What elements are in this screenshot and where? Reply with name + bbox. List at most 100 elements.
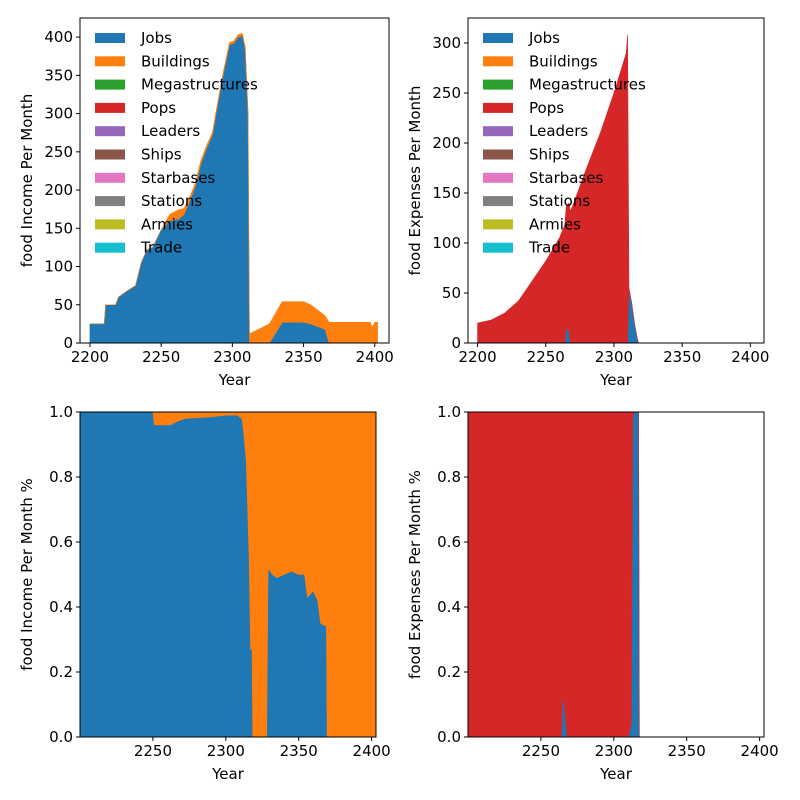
legend-label: Megastructures (141, 76, 258, 94)
y-tick-label: 0.2 (437, 663, 461, 681)
x-tick-label: 2250 (142, 348, 180, 366)
x-tick-label: 2250 (527, 348, 565, 366)
y-tick-label: 400 (44, 28, 73, 46)
y-tick-label: 0.2 (49, 663, 73, 681)
y-tick-label: 0.0 (49, 728, 73, 746)
x-tick-label: 2350 (280, 742, 318, 760)
y-tick-label: 0 (63, 334, 73, 352)
y-tick-label: 0.8 (437, 468, 461, 486)
legend-swatch-megastructures (483, 79, 513, 90)
legend: Jobs Buildings Megastructures Pops Leaders Sh… (95, 29, 258, 257)
legend-label: Armies (141, 215, 193, 233)
legend-swatch-pops (95, 102, 125, 113)
y-tick-label: 300 (44, 105, 73, 123)
legend-swatch-jobs (483, 33, 513, 43)
x-tick-label: 2400 (731, 348, 769, 366)
x-tick-label: 2350 (284, 348, 322, 366)
legend-label: Leaders (141, 122, 200, 140)
x-tick-label: 2200 (458, 348, 496, 366)
legend-swatch-ships (95, 149, 125, 160)
chart-income_pct: 2250 2300 2350 2400 0.0 0.2 0.4 0.6 0.8 1.0 Year fo… (18, 403, 391, 783)
x-axis-label: Year (218, 371, 252, 389)
y-axis-label: food Income Per Month (18, 94, 36, 268)
plot-frame (467, 411, 765, 738)
legend-label: Buildings (529, 52, 598, 70)
y-tick-label: 0.0 (437, 728, 461, 746)
y-tick-label: 0.4 (49, 598, 73, 616)
legend-swatch-ships (483, 149, 513, 160)
legend-swatch-trade (95, 242, 125, 253)
y-tick-label: 0.8 (49, 468, 73, 486)
x-axis-label: Year (599, 371, 633, 389)
x-tick-label: 2250 (522, 742, 560, 760)
chart-expenses: 2200 2250 2300 2350 2400 0 50 100 150 200 250 300 Ye… (406, 17, 769, 389)
legend-label: Stations (141, 192, 202, 210)
legend-label: Stations (529, 192, 590, 210)
y-axis-label: food Expenses Per Month % (406, 470, 424, 679)
legend-swatch-stations (483, 196, 513, 207)
chart-expenses_pct: 2250 2300 2350 2400 0.0 0.2 0.4 0.6 0.8 1.0 Year fo… (406, 403, 779, 783)
y-axis-label: food Income Per Month % (18, 478, 36, 671)
y-tick-label: 1.0 (437, 403, 461, 421)
y-tick-label: 350 (44, 66, 73, 84)
legend-swatch-stations (95, 196, 125, 207)
legend-label: Leaders (529, 122, 588, 140)
plot-frame (79, 17, 390, 344)
chart-income: 2200 2250 2300 2350 2400 0 50 100 150 200 250 300 35… (18, 17, 394, 389)
legend-label: Pops (529, 99, 564, 117)
y-tick-label: 100 (432, 234, 461, 252)
x-tick-label: 2350 (668, 742, 706, 760)
plot-frame (79, 411, 377, 738)
legend-swatch-buildings (95, 56, 125, 67)
legend-swatch-buildings (483, 56, 513, 67)
legend-label: Starbases (141, 169, 216, 187)
y-tick-label: 50 (54, 296, 73, 314)
y-tick-label: 150 (432, 184, 461, 202)
area-pops (467, 411, 765, 738)
legend-label: Jobs (528, 29, 560, 47)
legend-label: Trade (528, 239, 570, 257)
x-tick-label: 2400 (741, 742, 779, 760)
x-tick-label: 2300 (213, 348, 251, 366)
y-tick-label: 150 (44, 219, 73, 237)
y-tick-label: 0.6 (437, 533, 461, 551)
legend-swatch-megastructures (95, 79, 125, 90)
x-axis-label: Year (211, 765, 245, 783)
y-tick-label: 300 (432, 34, 461, 52)
x-tick-label: 2400 (356, 348, 394, 366)
plot-frame (467, 17, 765, 344)
legend-label: Armies (529, 215, 581, 233)
legend-label: Ships (529, 146, 570, 164)
legend-swatch-armies (483, 219, 513, 230)
legend-label: Megastructures (529, 76, 646, 94)
legend-label: Trade (140, 239, 182, 257)
x-tick-label: 2350 (663, 348, 701, 366)
x-tick-label: 2300 (207, 742, 245, 760)
legend-swatch-armies (95, 219, 125, 230)
area-buildings (89, 32, 378, 344)
legend-swatch-starbases (483, 172, 513, 183)
x-axis-label: Year (599, 765, 633, 783)
y-tick-label: 200 (44, 181, 73, 199)
legend-label: Buildings (141, 52, 210, 70)
x-tick-label: 2250 (134, 742, 172, 760)
legend: Jobs Buildings Megastructures Pops Leaders Sh… (483, 29, 646, 257)
y-tick-label: 0.6 (49, 533, 73, 551)
legend-swatch-trade (483, 242, 513, 253)
legend-label: Jobs (140, 29, 172, 47)
y-tick-label: 0 (451, 334, 461, 352)
y-tick-label: 1.0 (49, 403, 73, 421)
legend-label: Starbases (529, 169, 604, 187)
legend-swatch-pops (483, 102, 513, 113)
legend-label: Ships (141, 146, 182, 164)
legend-swatch-leaders (95, 126, 125, 137)
y-tick-label: 200 (432, 134, 461, 152)
legend-swatch-jobs (95, 33, 125, 43)
x-tick-label: 2200 (71, 348, 109, 366)
y-axis-label: food Expenses Per Month (406, 86, 424, 276)
y-tick-label: 250 (432, 84, 461, 102)
y-tick-label: 0.4 (437, 598, 461, 616)
x-tick-label: 2300 (595, 348, 633, 366)
x-tick-label: 2300 (595, 742, 633, 760)
